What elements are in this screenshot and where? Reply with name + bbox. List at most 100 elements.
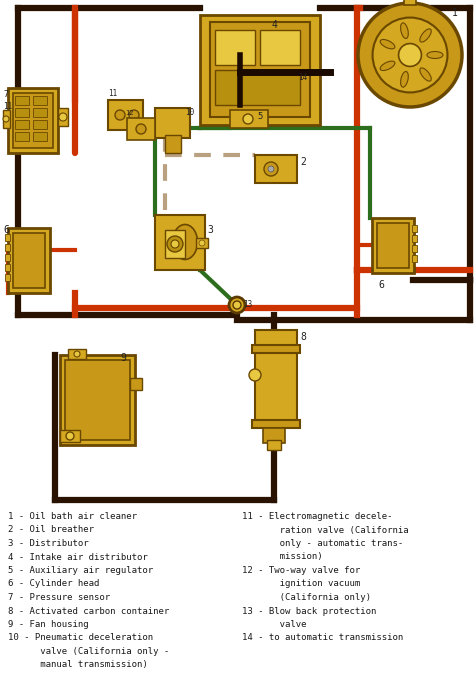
Bar	[260, 30, 300, 65]
Circle shape	[233, 301, 241, 309]
Bar	[3, 110, 10, 128]
Circle shape	[74, 351, 80, 357]
Bar	[33, 132, 47, 141]
Ellipse shape	[173, 225, 198, 259]
Bar	[372, 218, 414, 273]
Bar	[5, 244, 10, 251]
Bar	[412, 225, 417, 232]
Bar	[5, 254, 10, 261]
Circle shape	[249, 369, 261, 381]
Ellipse shape	[380, 61, 395, 70]
Text: ration valve (California: ration valve (California	[242, 525, 409, 535]
Ellipse shape	[401, 72, 408, 87]
Text: 5 - Auxiliary air regulator: 5 - Auxiliary air regulator	[8, 566, 153, 575]
Circle shape	[171, 240, 179, 248]
Bar	[127, 118, 155, 140]
Circle shape	[115, 110, 125, 120]
Bar	[215, 70, 300, 105]
Bar	[252, 345, 300, 353]
Bar	[412, 235, 417, 242]
Bar	[263, 428, 285, 443]
Text: 7 - Pressure sensor: 7 - Pressure sensor	[8, 593, 110, 602]
Bar	[215, 30, 255, 65]
Bar	[108, 100, 143, 130]
Text: 6 - Cylinder head: 6 - Cylinder head	[8, 580, 100, 588]
Text: 4: 4	[272, 20, 278, 30]
Bar	[200, 15, 320, 125]
Circle shape	[373, 18, 447, 93]
Circle shape	[59, 113, 67, 121]
Bar	[8, 88, 58, 153]
Circle shape	[229, 297, 245, 313]
Bar	[130, 378, 142, 390]
Bar	[68, 349, 86, 359]
Text: manual transmission): manual transmission)	[8, 661, 148, 670]
Text: 9: 9	[120, 353, 126, 363]
Circle shape	[167, 236, 183, 252]
Text: mission): mission)	[242, 552, 323, 561]
Text: 6: 6	[3, 225, 9, 235]
Bar	[58, 108, 68, 126]
Text: 2 - Oil breather: 2 - Oil breather	[8, 525, 94, 535]
Text: 5: 5	[257, 112, 263, 121]
Bar	[15, 132, 29, 141]
Bar	[267, 440, 281, 450]
Text: 3 - Distributor: 3 - Distributor	[8, 539, 89, 548]
Bar	[5, 234, 10, 241]
Circle shape	[199, 240, 205, 246]
Bar	[252, 420, 300, 428]
Bar	[230, 110, 268, 128]
Text: 12 - Two-way valve for: 12 - Two-way valve for	[242, 566, 360, 575]
Text: 2: 2	[300, 157, 306, 167]
Circle shape	[243, 114, 253, 124]
Text: 14 - to automatic transmission: 14 - to automatic transmission	[242, 634, 403, 642]
Bar	[15, 120, 29, 129]
Ellipse shape	[427, 51, 443, 58]
Bar	[33, 108, 47, 117]
Bar	[412, 255, 417, 262]
Text: only - automatic trans-: only - automatic trans-	[242, 539, 403, 548]
Text: 11: 11	[3, 102, 12, 111]
Text: 7: 7	[3, 90, 8, 99]
Text: 10: 10	[185, 108, 194, 117]
Bar	[5, 264, 10, 271]
Text: 1 - Oil bath air cleaner: 1 - Oil bath air cleaner	[8, 512, 137, 521]
Text: 8: 8	[300, 332, 306, 342]
Bar	[404, 0, 416, 5]
Text: 3: 3	[207, 225, 213, 235]
Text: 14: 14	[298, 73, 307, 82]
Bar	[412, 245, 417, 252]
Text: 13 - Blow back protection: 13 - Blow back protection	[242, 607, 376, 615]
Text: 13: 13	[243, 300, 252, 309]
Bar	[33, 96, 47, 105]
Bar	[5, 274, 10, 281]
Ellipse shape	[420, 68, 431, 81]
Text: valve: valve	[242, 620, 307, 629]
Ellipse shape	[380, 39, 395, 49]
Bar	[60, 355, 135, 445]
Circle shape	[3, 116, 9, 122]
Bar	[155, 215, 205, 270]
Circle shape	[399, 43, 421, 66]
Bar	[13, 233, 45, 288]
Text: 11 - Electromagnetic decele-: 11 - Electromagnetic decele-	[242, 512, 392, 521]
Bar	[377, 223, 409, 268]
Bar	[15, 96, 29, 105]
Bar	[255, 155, 297, 183]
Text: 11: 11	[108, 89, 117, 98]
Circle shape	[358, 3, 462, 107]
Text: 12: 12	[125, 110, 134, 116]
Bar	[33, 120, 47, 129]
Text: 10 - Pneumatic deceleration: 10 - Pneumatic deceleration	[8, 634, 153, 642]
Bar	[196, 238, 208, 248]
Text: 6: 6	[378, 280, 384, 290]
Ellipse shape	[401, 23, 408, 39]
Bar	[210, 22, 310, 117]
Circle shape	[264, 162, 278, 176]
Bar	[255, 350, 297, 425]
Text: (California only): (California only)	[242, 593, 371, 602]
Bar	[60, 430, 80, 442]
Circle shape	[268, 166, 274, 172]
Bar	[65, 360, 130, 440]
Bar	[13, 93, 53, 148]
